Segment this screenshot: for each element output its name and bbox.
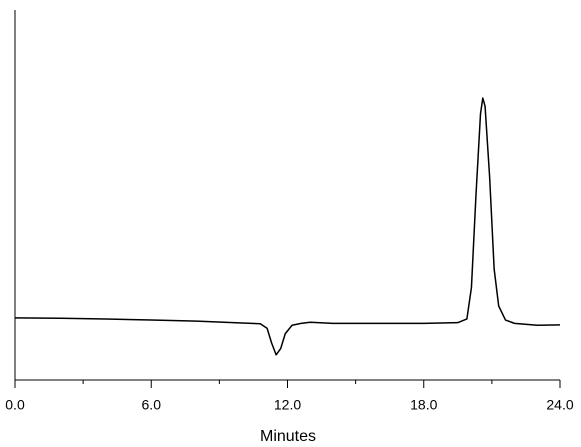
x-tick-label: 6.0 [142,397,162,413]
x-tick-label: 0.0 [5,397,25,413]
x-tick-label: 24.0 [546,397,573,413]
x-tick-label: 18.0 [410,397,437,413]
trace-line [14,97,561,356]
x-tick-label: 12.0 [274,397,301,413]
x-axis-label: Minutes [260,428,316,445]
